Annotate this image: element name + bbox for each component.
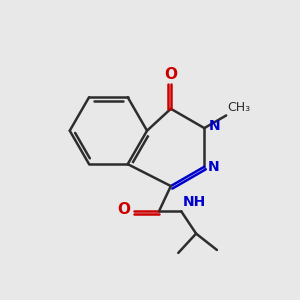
Text: O: O <box>118 202 131 217</box>
Text: O: O <box>164 67 177 82</box>
Text: N: N <box>209 119 220 133</box>
Text: NH: NH <box>183 195 206 209</box>
Text: N: N <box>208 160 220 174</box>
Text: CH₃: CH₃ <box>228 101 251 114</box>
